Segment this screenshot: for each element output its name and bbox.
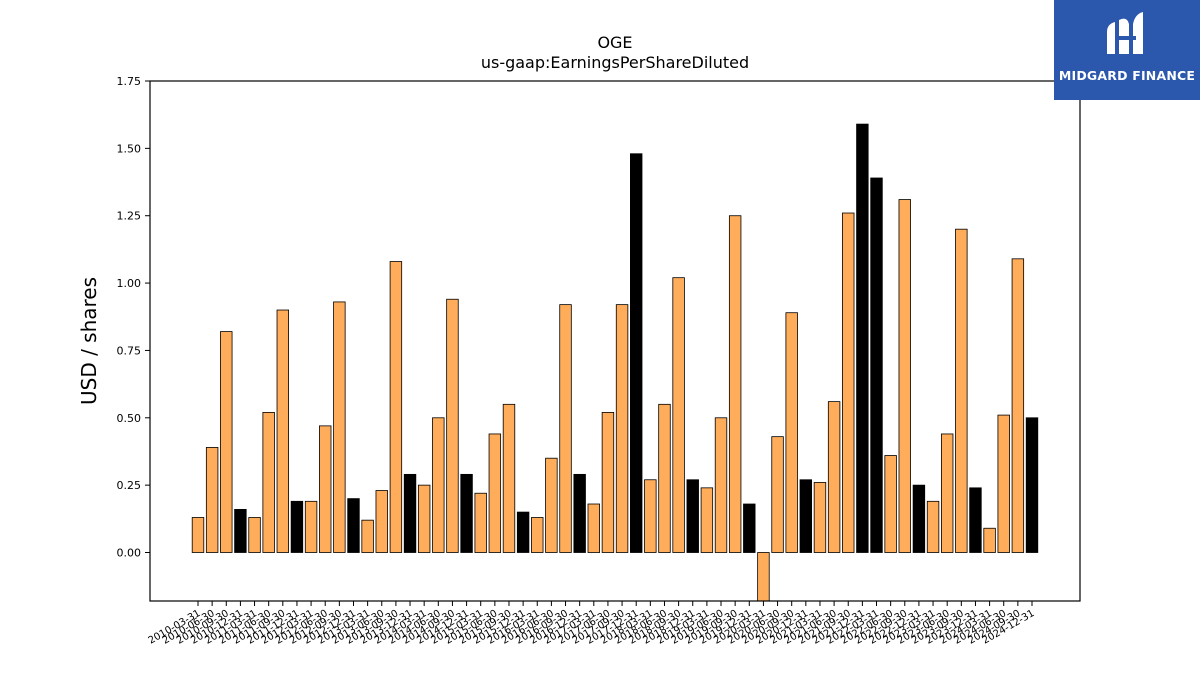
brand-name: MIDGARD FINANCE (1058, 68, 1196, 83)
bar-2017-03-31 (587, 503, 600, 553)
brand-logo: MIDGARD FINANCE (1054, 0, 1200, 100)
bar-2020-09-30 (785, 312, 798, 553)
bar-2012-06-30 (319, 425, 332, 553)
bar-2017-06-30 (601, 411, 615, 553)
bar-2023-12-31 (969, 487, 982, 553)
bar-2021-03-31 (813, 482, 827, 553)
y-tick-label: 0.25 (117, 479, 142, 492)
bar-2022-06-30 (884, 455, 897, 553)
y-tick-label: 1.75 (117, 75, 142, 88)
bar-2010-06-30 (205, 447, 219, 553)
bar-2010-12-31 (234, 508, 247, 553)
bar-2017-09-30 (615, 304, 629, 553)
bar-2020-12-31 (799, 479, 813, 553)
bar-2013-06-30 (375, 490, 388, 553)
bar-2019-06-30 (714, 417, 728, 553)
bar-2010-03-31 (191, 517, 205, 553)
bar-2014-12-31 (460, 473, 473, 553)
bar-2013-09-30 (389, 261, 403, 553)
bar-2021-06-30 (827, 401, 841, 553)
bar-2021-12-31 (856, 123, 869, 553)
bar-2024-09-30 (1011, 258, 1025, 553)
y-tick-label: 1.00 (117, 277, 142, 290)
bar-2020-06-30 (771, 436, 784, 553)
y-tick-label: 0.00 (117, 547, 142, 560)
bar-2019-09-30 (728, 215, 742, 553)
bar-2012-12-31 (347, 498, 360, 553)
y-tick-label: 1.25 (117, 210, 142, 223)
bars-group (191, 123, 1039, 602)
bar-2016-09-30 (559, 304, 572, 553)
bar-2010-09-30 (220, 331, 233, 553)
bar-2018-12-31 (686, 479, 699, 553)
bar-2023-06-30 (940, 433, 954, 553)
bar-2016-06-30 (545, 457, 558, 553)
bar-2018-06-30 (658, 403, 671, 553)
y-tick-label: 1.50 (117, 142, 142, 155)
bar-2022-12-31 (912, 484, 926, 553)
bar-2011-06-30 (262, 411, 275, 553)
bar-2023-09-30 (955, 228, 968, 553)
chart-subtitle: us-gaap:EarningsPerShareDiluted (481, 53, 749, 72)
bar-2021-09-30 (842, 212, 855, 553)
y-tick-label: 0.50 (117, 412, 142, 425)
bar-2014-09-30 (446, 298, 459, 553)
bar-2015-06-30 (488, 433, 502, 553)
bar-2013-12-31 (403, 473, 417, 553)
chart-title: OGE (597, 33, 632, 52)
bar-2018-09-30 (672, 277, 685, 553)
bar-2012-03-31 (304, 500, 318, 553)
bar-2016-03-31 (531, 517, 544, 553)
y-tick-label: 0.75 (117, 344, 142, 357)
bar-2013-03-31 (361, 519, 374, 553)
bar-2011-03-31 (248, 517, 261, 553)
midgard-logo-icon (1107, 12, 1143, 54)
bar-2022-03-31 (870, 177, 883, 553)
y-ticks-group: 0.00 0.25 0.50 0.75 1.00 1.25 1.50 1.75 (117, 75, 150, 560)
y-axis-label: USD / shares (77, 277, 101, 405)
bar-2011-09-30 (276, 309, 290, 553)
bar-2011-12-31 (290, 500, 304, 553)
bar-2019-12-31 (743, 503, 756, 553)
bar-2024-12-31 (1025, 417, 1039, 553)
x-ticks-group: 2010-03-312010-06-302010-09-302010-12-31… (147, 601, 1037, 647)
bar-2022-09-30 (898, 199, 911, 553)
bar-2012-09-30 (333, 301, 346, 553)
bar-2018-03-31 (644, 479, 657, 553)
bar-2019-03-31 (700, 487, 714, 553)
bar-2017-12-31 (630, 153, 643, 553)
plot-frame (149, 80, 1081, 602)
bar-2015-09-30 (502, 403, 516, 553)
bar-2024-03-31 (983, 527, 996, 553)
bar-2015-12-31 (516, 511, 530, 553)
bar-2023-03-31 (926, 500, 940, 553)
bar-2024-06-30 (997, 414, 1010, 553)
bar-2014-03-31 (417, 484, 431, 553)
bar-2016-12-31 (573, 473, 586, 553)
bar-2014-06-30 (432, 417, 445, 553)
bar-2020-03-31 (757, 552, 770, 602)
bar-2015-03-31 (474, 492, 487, 553)
